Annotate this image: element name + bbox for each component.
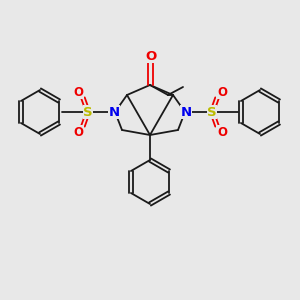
Text: O: O: [73, 125, 83, 139]
Text: O: O: [146, 50, 157, 62]
Text: N: N: [180, 106, 192, 118]
Text: S: S: [207, 106, 217, 118]
Text: N: N: [108, 106, 120, 118]
Text: S: S: [83, 106, 93, 118]
Text: O: O: [73, 85, 83, 98]
Text: O: O: [217, 85, 227, 98]
Text: O: O: [217, 125, 227, 139]
